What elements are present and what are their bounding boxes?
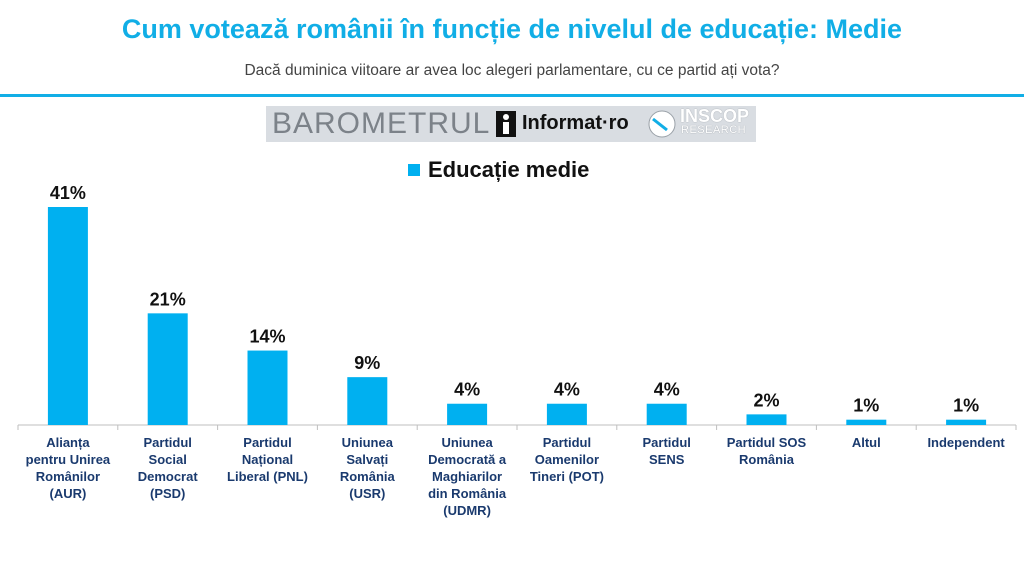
x-tick-label: Partidul Național Liberal (PNL)	[218, 434, 318, 485]
legend-swatch	[408, 164, 420, 176]
bar	[546, 403, 587, 425]
x-tick-label-line: din România	[428, 486, 507, 501]
data-label: 14%	[249, 327, 285, 347]
x-tick-label-line: pentru Unirea	[25, 452, 111, 467]
bar	[247, 350, 288, 425]
x-tick-label-line: (AUR)	[49, 486, 87, 501]
bar	[946, 419, 987, 425]
chart-legend: Educație medie	[408, 156, 589, 184]
x-tick-label-line: Uniunea	[341, 435, 393, 450]
x-tick-label: Altul	[816, 434, 916, 451]
chart-title: Cum votează românii în funcție de nivelu…	[121, 14, 903, 44]
x-tick-label-line: Partidul	[143, 435, 192, 450]
x-tick-label-line: Alianța	[46, 435, 90, 450]
x-tick-label-line: Oamenilor	[534, 452, 600, 467]
x-tick-label-line: Democrat	[137, 469, 198, 484]
x-tick-label: Independent	[916, 434, 1016, 451]
x-tick-label: Alianța pentru Unirea Românilor (AUR)	[18, 434, 118, 502]
x-tick-label-line: Partidul SOS	[726, 435, 807, 450]
data-label: 41%	[50, 183, 86, 203]
x-tick-label-line: Partidul	[542, 435, 592, 450]
header-divider	[0, 94, 1024, 97]
bar	[646, 403, 687, 425]
x-tick-label-line: Național	[241, 452, 294, 467]
bar	[147, 313, 188, 425]
x-tick-label-line: România	[339, 469, 395, 484]
data-label: 4%	[454, 380, 480, 400]
inscop-logo: INSCOP	[680, 106, 750, 126]
x-tick-label: Partidul Oamenilor Tineri (POT)	[517, 434, 617, 485]
bar	[47, 207, 88, 425]
x-tick-label-line: (USR)	[349, 486, 386, 501]
x-tick-label-line: Social	[148, 452, 187, 467]
x-tick-label-line: Liberal (PNL)	[227, 469, 308, 484]
data-label: 1%	[853, 396, 879, 416]
x-tick-label-line: Altul	[851, 435, 881, 450]
x-tick-label-line: Democrată a	[428, 452, 507, 467]
x-tick-label-line: România	[739, 452, 794, 467]
legend-label: Educație medie	[428, 157, 590, 182]
x-tick-label-line: Tineri (POT)	[529, 469, 604, 484]
data-label: 1%	[953, 396, 979, 416]
x-tick-label: Partidul SENS	[617, 434, 717, 468]
chart-subtitle: Dacă duminica viitoare ar avea loc alege…	[244, 62, 780, 79]
x-tick-label-line: Independent	[927, 435, 1005, 450]
x-tick-label: Partidul Social Democrat (PSD)	[118, 434, 218, 502]
data-label: 21%	[150, 289, 186, 309]
bar	[347, 377, 388, 425]
x-tick-label-line: Uniunea	[441, 435, 493, 450]
x-tick-label: Uniunea Salvați România (USR)	[317, 434, 417, 502]
x-tick-label: Partidul SOS România	[717, 434, 817, 468]
inscop-research-text: RESEARCH	[681, 124, 747, 136]
informat-logo: Informat·ro	[522, 112, 629, 134]
bar	[746, 414, 787, 425]
data-label: 9%	[354, 353, 380, 373]
x-tick-label-line: (UDMR)	[443, 503, 491, 518]
x-tick-label: Uniunea Democrată a Maghiarilor din România…	[417, 434, 517, 519]
x-tick-label-line: Maghiarilor	[432, 469, 503, 484]
barometrul-logo: BAROMETRUL	[272, 107, 491, 140]
data-label: 4%	[654, 380, 680, 400]
x-tick-label-line: Partidul	[642, 435, 691, 450]
inscop-logo-icon	[648, 110, 676, 138]
x-tick-label-line: (PSD)	[150, 486, 186, 501]
informat-logo-icon	[496, 111, 516, 137]
x-tick-label-line: Salvați	[346, 452, 389, 467]
x-tick-label-line: Românilor	[35, 469, 101, 484]
x-tick-label-line: SENS	[648, 452, 685, 467]
bar	[846, 419, 887, 425]
data-label: 2%	[753, 390, 779, 410]
data-label: 4%	[554, 380, 580, 400]
x-tick-label-line: Partidul	[243, 435, 292, 450]
bar	[447, 403, 488, 425]
